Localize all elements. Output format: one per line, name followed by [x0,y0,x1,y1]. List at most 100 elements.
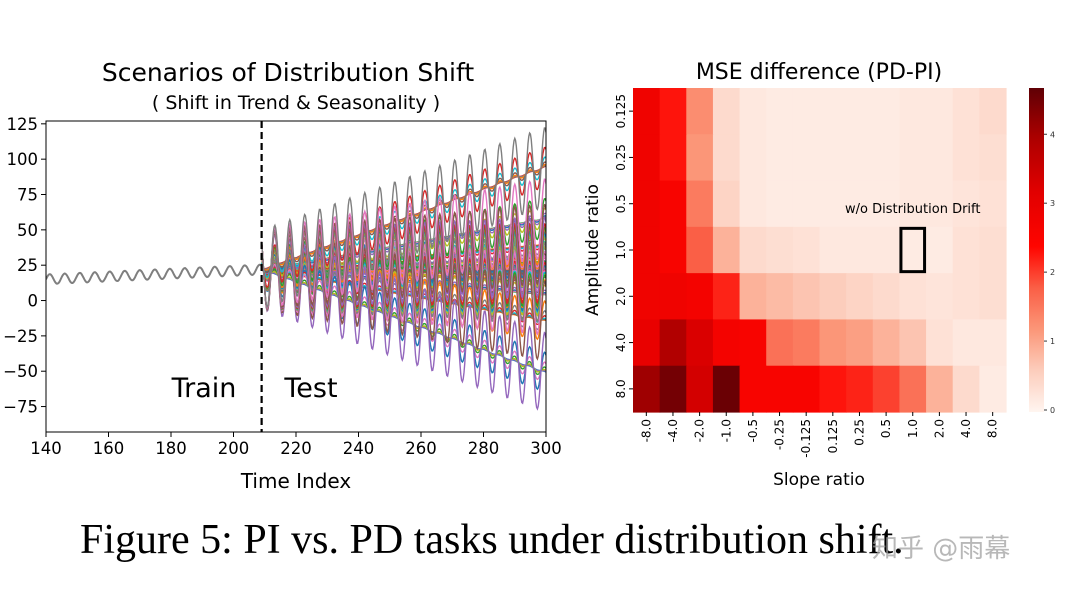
watermark: 知乎 @雨幕 [872,534,1011,564]
heatmap-title: MSE difference (PD-PI) [696,60,942,85]
heatmap-cell [792,180,821,228]
colorbar-tick-label: 4 [1050,130,1055,139]
heatmap-cell [926,319,954,367]
heatmap-cell [633,319,661,367]
y-tick-label: 100 [7,150,39,169]
heatmap-cell [846,88,874,135]
x-tick-label: 1.0 [906,419,920,438]
heatmap-cell [872,134,901,182]
y-tick-label: −25 [3,327,38,346]
heatmap-cell [712,365,741,413]
heatmap-cell [819,273,847,321]
x-tick-label: -0.125 [799,419,813,458]
heatmap-cell [952,226,980,274]
heatmap-cell [792,365,821,413]
heatmap-cell [739,365,767,413]
heatmap-cell [819,226,847,274]
x-tick-label: 140 [30,439,62,458]
heatmap-cell [952,88,980,135]
heatmap-cell [899,226,927,274]
heatmap-cell [846,365,874,413]
heatmap-cell [633,273,661,321]
x-tick-label: 180 [155,439,187,458]
heatmap-cell [952,319,980,367]
heatmap-cell [926,88,954,135]
heatmap-cell [739,319,767,367]
heatmap-cell [819,134,847,182]
heatmap-cell [766,88,794,135]
y-tick-label: −75 [3,398,38,417]
heatmap-cell [686,134,714,182]
heatmap-cell [686,88,714,135]
heatmap-cell [926,226,954,274]
y-tick-label: 1.0 [614,240,628,259]
heatmap-cell [872,88,901,135]
heatmap-cell [633,88,661,135]
heatmap-cell [819,180,847,228]
y-tick-label: −50 [3,362,38,381]
x-tick-label: 220 [280,439,312,458]
colorbar [1029,88,1044,412]
heatmap-cell [846,134,874,182]
x-tick-label: 240 [343,439,375,458]
line-chart-subtitle: ( Shift in Trend & Seasonality ) [152,92,440,114]
y-tick-label: 8.0 [614,379,628,398]
heatmap-cell [819,365,847,413]
x-tick-label: 280 [468,439,500,458]
heatmap-cell [659,273,687,321]
heatmap-cell [712,273,741,321]
colorbar-tick-label: 3 [1050,199,1055,208]
heatmap-cell [659,134,687,182]
heatmap-cell [899,134,927,182]
heatmap-cell [899,88,927,135]
heatmap-cell [872,319,901,367]
heatmap-cell [952,273,980,321]
heatmap-cell [979,226,1007,274]
test-series-line [260,127,546,309]
train-series-line [46,263,263,285]
colorbar-tick-label: 2 [1050,268,1055,277]
heatmap-cell [979,365,1007,413]
heatmap-cell [633,180,661,228]
heatmap-cell [952,365,980,413]
x-tick-label: -0.5 [746,419,760,442]
test-label: Test [283,373,337,404]
heatmap-cell [819,88,847,135]
line-chart-xlabel: Time Index [240,469,352,493]
heatmap-cell [872,180,901,228]
heatmap-cell [846,180,874,228]
heatmap-cell [846,273,874,321]
x-tick-label: -8.0 [639,419,653,442]
heatmap-cell [739,88,767,135]
heatmap-cell [792,134,821,182]
x-tick-label: 0.25 [852,419,866,446]
heatmap-cell [712,226,741,274]
y-tick-label: 2.0 [614,287,628,306]
heatmap-cell [739,180,767,228]
heatmap-xlabel: Slope ratio [773,470,865,490]
y-tick-label: 0.25 [614,144,628,171]
heatmap-cell [686,180,714,228]
heatmap-cell [633,134,661,182]
y-tick-label: 0.5 [614,194,628,213]
x-tick-label: 200 [218,439,250,458]
heatmap-cell [739,226,767,274]
heatmap-cell [659,226,687,274]
heatmap-ylabel: Amplitude ratio [583,184,603,316]
heatmap-cell [846,226,874,274]
heatmap-cell [659,319,687,367]
figure-caption: Figure 5: PI vs. PD tasks under distribu… [80,517,904,563]
heatmap-cell [659,365,687,413]
heatmap-cell [979,88,1007,135]
heatmap-cell [952,180,980,228]
heatmap-cell [739,134,767,182]
heatmap-cell [766,365,794,413]
x-tick-label: 0.5 [879,419,893,438]
heatmap-cell [979,134,1007,182]
heatmap-chart: MSE difference (PD-PI) Slope ratio Ampli… [583,60,1055,490]
heatmap-cell [766,226,794,274]
heatmap-cell [792,88,821,135]
heatmap-cell [792,226,821,274]
line-chart-title: Scenarios of Distribution Shift [102,58,475,87]
series-group [46,127,546,411]
